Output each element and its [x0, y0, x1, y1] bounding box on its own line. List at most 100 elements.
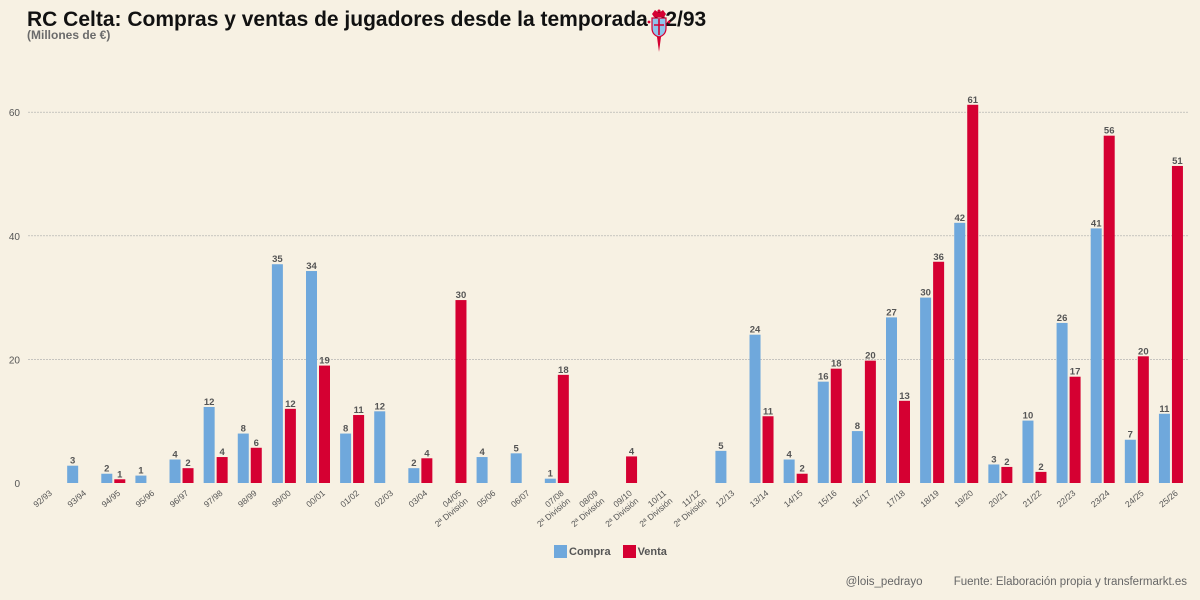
x-tick-label: 21/22: [1021, 488, 1044, 510]
bar-compra: [954, 222, 966, 483]
bar-venta: [114, 479, 126, 483]
data-label-venta: 51: [1172, 156, 1183, 167]
x-tick-label: 00/01: [304, 488, 327, 510]
data-label-venta: 1: [117, 469, 123, 480]
data-label-compra: 8: [241, 424, 246, 435]
data-label-venta: 19: [319, 356, 330, 367]
bar-venta: [182, 468, 194, 483]
bar-venta: [1035, 471, 1047, 483]
data-label-compra: 4: [786, 450, 792, 461]
data-label-venta: 36: [933, 252, 944, 263]
x-tick-label: 97/98: [202, 488, 225, 510]
legend-item-compra: Compra: [554, 545, 611, 558]
x-tick-label: 24/25: [1123, 488, 1146, 510]
x-tick-label-line: 03/04: [406, 488, 429, 510]
bar-venta: [319, 365, 330, 483]
bar-venta: [967, 104, 979, 483]
bar-compra: [1124, 439, 1136, 483]
data-label-compra: 34: [306, 261, 317, 272]
bar-compra: [101, 473, 113, 483]
data-label-compra: 27: [886, 307, 897, 318]
x-tick-label-line: 19/20: [952, 488, 975, 510]
data-label-venta: 2: [1038, 462, 1043, 473]
y-tick-label: 20: [9, 355, 21, 366]
bar-venta: [1001, 466, 1013, 483]
x-tick-label: 22/23: [1055, 488, 1078, 510]
data-label-compra: 12: [374, 401, 385, 412]
bar-compra: [920, 297, 932, 483]
bar-venta: [933, 261, 945, 483]
data-label-compra: 24: [750, 325, 761, 336]
bar-compra: [237, 433, 249, 483]
x-tick-label-line: 14/15: [782, 488, 805, 510]
bar-venta: [353, 415, 365, 483]
data-label-compra: 41: [1091, 218, 1102, 229]
data-label-venta: 11: [354, 405, 365, 416]
data-label-venta: 4: [629, 446, 635, 457]
bar-compra: [203, 406, 215, 483]
bar-compra: [749, 334, 761, 483]
bar-venta: [557, 374, 569, 483]
data-label-compra: 11: [1159, 404, 1170, 415]
data-label-venta: 11: [763, 406, 774, 417]
data-label-compra: 4: [479, 447, 485, 458]
bar-compra: [1158, 413, 1170, 483]
bar-venta: [1103, 135, 1115, 483]
bar-venta: [455, 300, 467, 483]
data-label-venta: 6: [254, 438, 259, 449]
data-label-venta: 20: [865, 351, 876, 362]
bar-venta: [864, 360, 876, 483]
data-label-venta: 20: [1138, 346, 1149, 357]
x-tick-label: 25/26: [1157, 488, 1180, 510]
bar-venta: [1171, 165, 1183, 483]
bar-compra: [510, 453, 522, 483]
bar-venta: [216, 457, 228, 483]
data-label-compra: 12: [204, 397, 215, 408]
bar-compra: [715, 450, 727, 483]
data-label-compra: 10: [1023, 411, 1034, 422]
bar-compra: [544, 478, 556, 483]
bar-compra: [306, 271, 317, 483]
x-tick-label-line: 21/22: [1021, 488, 1044, 510]
legend-label-compra: Compra: [569, 545, 611, 558]
legend: Compra Venta: [554, 545, 667, 558]
x-tick-label: 99/00: [270, 488, 293, 510]
x-tick-label-line: 98/99: [236, 488, 259, 510]
bar-compra: [1056, 322, 1068, 483]
x-tick-label: 98/99: [236, 488, 259, 510]
x-tick-label: 20/21: [986, 488, 1009, 510]
x-tick-label: 13/14: [748, 488, 771, 510]
bar-compra: [67, 465, 79, 483]
bar-compra: [374, 411, 386, 483]
chart-subtitle: (Millones de €): [27, 28, 111, 42]
data-label-compra: 16: [818, 372, 829, 383]
x-tick-label-line: 06/07: [509, 488, 532, 510]
data-label-venta: 2: [185, 458, 190, 469]
chart-title: RC Celta: Compras y ventas de jugadores …: [27, 8, 707, 31]
data-label-venta: 30: [456, 290, 467, 301]
x-tick-label-line: 25/26: [1157, 488, 1180, 510]
data-label-compra: 3: [991, 454, 996, 465]
bar-compra: [408, 468, 420, 483]
x-tick-label: 96/97: [168, 488, 191, 510]
x-tick-label-line: 01/02: [338, 488, 361, 510]
x-tick-label: 06/07: [509, 488, 532, 510]
x-tick-label-line: 17/18: [884, 488, 907, 510]
data-label-venta: 2: [799, 464, 804, 475]
data-label-venta: 61: [967, 95, 978, 106]
data-label-compra: 4: [172, 450, 178, 461]
x-tick-label: 14/15: [782, 488, 805, 510]
x-tick-label-line: 13/14: [748, 488, 771, 510]
bar-venta: [626, 456, 638, 483]
bar-compra: [169, 459, 181, 483]
data-label-compra: 30: [920, 288, 931, 299]
x-tick-label: 15/16: [816, 488, 839, 510]
bar-venta: [899, 400, 910, 483]
data-label-compra: 42: [954, 213, 965, 224]
data-label-compra: 5: [514, 443, 520, 454]
bar-venta: [830, 368, 842, 483]
